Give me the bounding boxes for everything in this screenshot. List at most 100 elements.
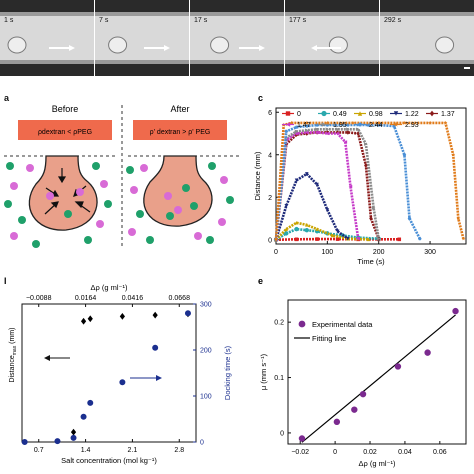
density-bar-before xyxy=(18,120,112,140)
droplet xyxy=(328,36,348,54)
green-particle xyxy=(206,236,214,244)
arrowhead xyxy=(164,45,170,51)
legend-label: Fitting line xyxy=(312,334,346,343)
data-point xyxy=(443,120,448,125)
data-point xyxy=(284,231,289,236)
x-tick-label: 0 xyxy=(333,449,337,456)
series-line xyxy=(274,121,465,240)
vial-body xyxy=(190,12,284,64)
green-particle xyxy=(182,184,190,192)
green-particle xyxy=(104,200,112,208)
vial-top-edge xyxy=(0,12,94,16)
data-point xyxy=(371,206,376,210)
data-point xyxy=(315,130,319,135)
panel-label-d: l xyxy=(4,276,7,286)
y-tick-label: 0.1 xyxy=(274,375,284,382)
data-point xyxy=(54,438,61,445)
y-tick-label: 6 xyxy=(268,110,272,117)
data-point xyxy=(376,236,381,241)
green-particle xyxy=(92,162,100,170)
after-title: After xyxy=(170,104,189,114)
legend-label: 1.37 xyxy=(441,111,455,118)
data-point xyxy=(451,152,456,157)
green-particle xyxy=(84,236,92,244)
particles xyxy=(4,162,234,248)
y2-tick-label: 0 xyxy=(200,440,204,447)
image-strip: 1 s 7 s 17 s 177 s 292 s xyxy=(0,0,474,76)
frame: 1 s xyxy=(0,0,94,76)
data-point xyxy=(70,428,77,436)
data-point xyxy=(305,172,309,176)
panel-c: c 0 100 200 300 0 2 4 6 Time (s) Distance (mm) 0 0.… xyxy=(253,93,467,266)
legend-marker xyxy=(285,122,291,127)
droplet xyxy=(210,36,230,54)
data-point xyxy=(325,120,330,125)
legend-label: 0.49 xyxy=(333,111,347,118)
y-axis-label-unit: (mm) xyxy=(9,328,16,346)
before-equation: ρdextran < ρPEG xyxy=(38,129,92,136)
y-axis-label: Distance (mm) xyxy=(253,151,262,200)
green-particle xyxy=(190,202,198,210)
data-point xyxy=(315,127,319,132)
data-point xyxy=(452,307,459,315)
data-point xyxy=(284,129,289,133)
y2-tick-label: 200 xyxy=(200,348,212,355)
frame-time-label: 7 s xyxy=(99,17,109,24)
panel-label-b: a xyxy=(4,93,10,103)
legend-marker xyxy=(393,111,399,116)
data-point xyxy=(273,237,279,242)
legend-label: 2.93 xyxy=(405,122,419,129)
data-point xyxy=(348,184,353,189)
legend: 0 0.49 0.98 1.22 1.37 1.47 1.95 2.44 2.93 xyxy=(282,110,455,129)
legend-marker xyxy=(298,320,306,328)
series-line xyxy=(274,172,349,241)
data-point xyxy=(152,311,158,319)
data-point xyxy=(305,124,309,128)
green-particle xyxy=(146,236,154,244)
data-point xyxy=(87,399,94,406)
legend-marker xyxy=(357,111,363,116)
data-point xyxy=(294,237,299,242)
top-tick-label: −0.0088 xyxy=(26,295,52,302)
frame-time-label: 17 s xyxy=(194,17,208,24)
series xyxy=(274,127,381,242)
x-tick-label: 0.02 xyxy=(363,449,377,456)
green-particle xyxy=(18,216,26,224)
pink-particle xyxy=(194,232,202,240)
data-point xyxy=(366,237,371,242)
frame-time-label: 1 s xyxy=(4,17,14,24)
data-point xyxy=(394,363,402,370)
data-point xyxy=(289,120,294,125)
pink-particle xyxy=(164,192,172,200)
droplet-before xyxy=(28,155,98,231)
data-point xyxy=(315,182,319,187)
green-particle xyxy=(226,196,234,204)
green-particle xyxy=(32,240,40,248)
data-point xyxy=(356,131,360,136)
frame-time-label: 292 s xyxy=(384,17,402,24)
data-point xyxy=(294,125,299,129)
x-tick-label: 0.7 xyxy=(34,447,44,454)
data-point xyxy=(305,130,309,135)
y-tick-label: 2 xyxy=(268,195,272,202)
data-point xyxy=(343,140,348,144)
after-equation: ρ' dextran > ρ' PEG xyxy=(150,129,211,136)
green-particle xyxy=(64,210,72,218)
data-point xyxy=(407,216,412,221)
y2-tick-label: 300 xyxy=(200,302,212,309)
frame-time-label: 177 s xyxy=(289,17,307,24)
frame: 17 s xyxy=(190,0,284,76)
data-point xyxy=(21,438,28,445)
pink-particle xyxy=(218,218,226,226)
x-tick-label: 0.06 xyxy=(433,449,447,456)
data-point xyxy=(364,142,368,146)
data-point xyxy=(330,233,335,238)
force-arrows xyxy=(44,168,91,215)
legend-marker xyxy=(285,111,291,116)
pink-particle xyxy=(10,182,18,190)
vial-bottom-edge xyxy=(0,60,94,64)
green-particle xyxy=(4,200,12,208)
green-particle xyxy=(126,166,134,174)
vial-top-edge xyxy=(285,12,379,16)
arrowhead xyxy=(311,45,317,51)
